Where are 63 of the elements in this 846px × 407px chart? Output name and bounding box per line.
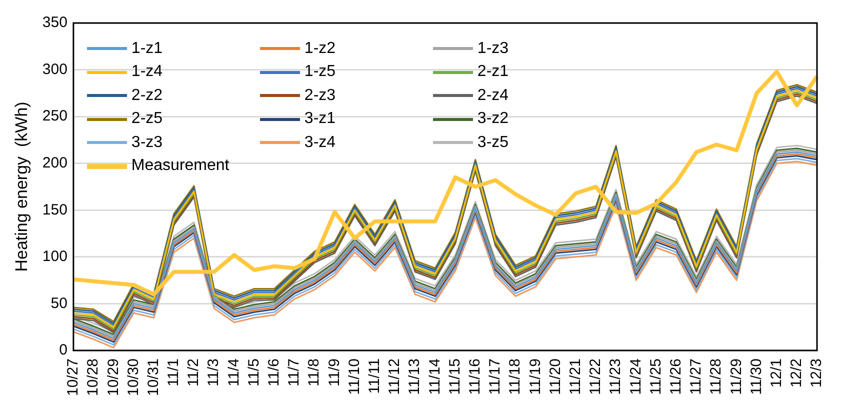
legend-label: 3-z3: [131, 134, 163, 152]
x-tick-label: 11/9: [326, 358, 343, 387]
x-tick-label: 12/1: [768, 358, 785, 388]
x-tick-label: 11/1: [165, 358, 182, 387]
x-tick-label: 11/24: [627, 358, 644, 395]
legend-label: 1-z4: [131, 63, 163, 82]
legend-label: 1-z2: [304, 40, 336, 58]
x-tick-label: 11/13: [406, 358, 424, 395]
y-tick-label: 0: [59, 342, 68, 359]
x-tick-label: 11/6: [266, 358, 283, 387]
legend-label: 3-z4: [304, 134, 336, 152]
legend-label: 1-z3: [477, 40, 509, 58]
x-tick-label: 11/20: [546, 358, 564, 395]
y-tick-label: 50: [50, 294, 68, 312]
x-tick-label: 11/4: [225, 358, 242, 387]
x-tick-label: 11/23: [607, 358, 624, 395]
x-tick-label: 11/25: [647, 358, 664, 395]
x-tick-label: 11/8: [306, 358, 323, 387]
x-tick-label: 11/14: [426, 358, 444, 395]
legend-label: 3-z1: [304, 110, 336, 128]
x-tick-label: 11/5: [245, 358, 262, 387]
x-tick-label: 11/15: [446, 358, 464, 395]
y-tick-label: 150: [42, 201, 68, 218]
x-tick-label: 12/2: [788, 358, 806, 388]
legend-label: 3-z2: [477, 110, 509, 128]
legend-label: 2-z3: [304, 86, 336, 105]
x-tick-label: 11/30: [748, 358, 765, 395]
legend-label: 1-z5: [304, 63, 336, 82]
x-tick-label: 11/7: [286, 358, 303, 387]
x-tick-label: 11/17: [486, 358, 504, 395]
x-tick-label: 11/16: [466, 358, 484, 395]
y-tick-label: 200: [42, 154, 68, 172]
y-tick-label: 300: [42, 60, 68, 78]
x-tick-label: 11/10: [346, 358, 363, 395]
legend-label: 2-z5: [131, 110, 163, 128]
legend-label: 1-z1: [131, 40, 163, 58]
x-tick-label: 10/27: [64, 358, 82, 396]
x-tick-label: 11/3: [205, 358, 222, 387]
x-tick-label: 10/30: [124, 358, 142, 396]
legend-label: Measurement: [131, 157, 230, 176]
x-tick-label: 11/2: [185, 358, 202, 387]
y-tick-label: 100: [42, 248, 68, 266]
x-tick-label: 12/3: [808, 358, 826, 388]
x-tick-label: 10/29: [104, 358, 122, 396]
x-tick-label: 11/21: [566, 358, 584, 395]
x-tick-label: 11/18: [506, 358, 524, 395]
x-tick-label: 11/11: [366, 358, 384, 394]
legend-label: 2-z2: [131, 86, 163, 105]
x-tick-label: 10/31: [144, 358, 162, 396]
x-tick-label: 11/28: [708, 358, 725, 395]
x-tick-label: 11/27: [688, 358, 705, 395]
legend-label: 3-z5: [477, 134, 509, 152]
x-tick-label: 11/29: [728, 358, 745, 395]
x-tick-label: 11/26: [667, 358, 684, 395]
x-tick-label: 10/28: [84, 358, 102, 396]
y-tick-label: 250: [42, 108, 68, 125]
legend-label: 2-z4: [477, 86, 509, 105]
x-tick-label: 11/22: [587, 358, 604, 395]
legend-label: 2-z1: [477, 63, 509, 82]
y-axis-title: Heating energy (kWh): [12, 102, 31, 272]
x-tick-label: 11/19: [526, 358, 544, 395]
y-tick-label: 350: [42, 14, 68, 32]
x-tick-label: 11/12: [386, 358, 404, 395]
